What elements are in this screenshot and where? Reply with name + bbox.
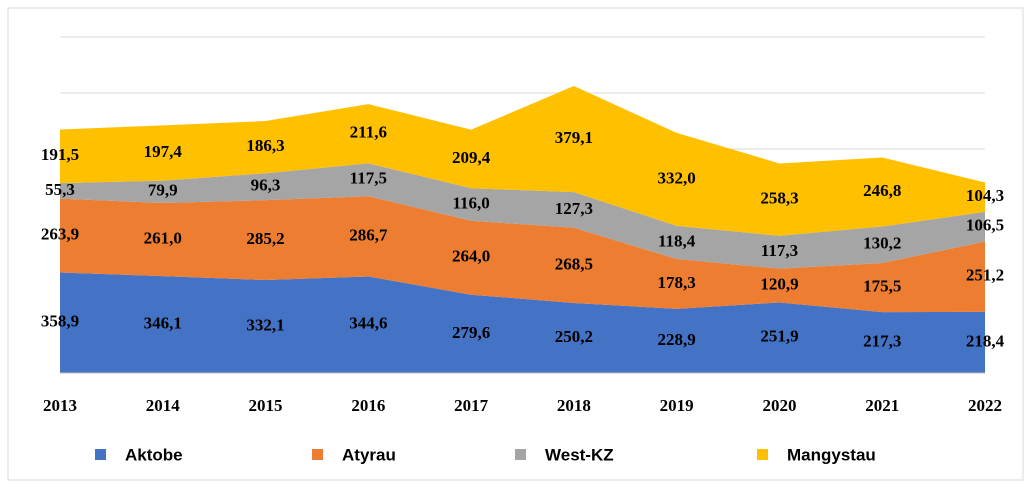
data-label: 120,9 bbox=[760, 274, 798, 293]
data-label: 286,7 bbox=[349, 225, 388, 244]
area bbox=[60, 163, 985, 269]
data-label: 130,2 bbox=[863, 234, 901, 253]
data-label: 268,5 bbox=[555, 254, 593, 273]
legend-swatch bbox=[515, 449, 526, 460]
data-label: 261,0 bbox=[144, 228, 182, 247]
data-label: 118,4 bbox=[658, 231, 696, 250]
data-label: 127,3 bbox=[555, 199, 593, 218]
data-label: 332,0 bbox=[658, 168, 696, 187]
data-label: 211,6 bbox=[350, 123, 387, 142]
data-label: 106,5 bbox=[966, 216, 1004, 235]
data-label: 379,1 bbox=[555, 128, 593, 147]
x-tick-label: 2019 bbox=[660, 396, 694, 415]
x-tick-label: 2021 bbox=[865, 396, 899, 415]
legend-swatch bbox=[312, 449, 323, 460]
data-label: 178,3 bbox=[658, 273, 696, 292]
legend-label: West-KZ bbox=[545, 445, 614, 464]
data-label: 79,9 bbox=[148, 181, 178, 200]
data-label: 344,6 bbox=[349, 314, 387, 333]
data-label: 218,4 bbox=[966, 331, 1005, 350]
data-label: 96,3 bbox=[251, 176, 281, 195]
data-label: 263,9 bbox=[41, 224, 79, 243]
x-tick-label: 2013 bbox=[43, 396, 77, 415]
x-tick-label: 2015 bbox=[249, 396, 283, 415]
data-label: 258,3 bbox=[760, 189, 798, 208]
data-label: 217,3 bbox=[863, 331, 901, 350]
area bbox=[60, 272, 985, 373]
data-label: 264,0 bbox=[452, 247, 490, 266]
x-tick-label: 2014 bbox=[146, 396, 181, 415]
legend-swatch bbox=[95, 449, 106, 460]
data-label: 117,3 bbox=[761, 241, 798, 260]
data-label: 191,5 bbox=[41, 145, 79, 164]
legend-label: Atyrau bbox=[342, 445, 396, 464]
data-label: 285,2 bbox=[246, 229, 284, 248]
legend-swatch bbox=[757, 449, 768, 460]
data-label: 116,0 bbox=[452, 193, 489, 212]
x-tick-label: 2022 bbox=[968, 396, 1002, 415]
x-tick-label: 2020 bbox=[762, 396, 796, 415]
data-label: 175,5 bbox=[863, 276, 901, 295]
data-label: 186,3 bbox=[246, 136, 284, 155]
data-label: 250,2 bbox=[555, 327, 593, 346]
x-tick-label: 2017 bbox=[454, 396, 489, 415]
data-label: 279,6 bbox=[452, 323, 490, 342]
area bbox=[60, 196, 985, 313]
data-label: 251,9 bbox=[760, 327, 798, 346]
x-tick-label: 2018 bbox=[557, 396, 591, 415]
data-label: 55,3 bbox=[45, 180, 75, 199]
legend-label: Mangystau bbox=[787, 445, 876, 464]
data-label: 209,4 bbox=[452, 148, 491, 167]
data-label: 117,5 bbox=[350, 169, 387, 188]
data-label: 228,9 bbox=[658, 330, 696, 349]
data-label: 104,3 bbox=[966, 186, 1004, 205]
data-label: 358,9 bbox=[41, 312, 79, 331]
data-label: 197,4 bbox=[144, 142, 183, 161]
legend-label: Aktobe bbox=[125, 445, 183, 464]
data-label: 346,1 bbox=[144, 313, 182, 332]
data-label: 246,8 bbox=[863, 181, 901, 200]
data-label: 332,1 bbox=[246, 315, 284, 334]
data-label: 251,2 bbox=[966, 266, 1004, 285]
area bbox=[60, 85, 985, 236]
x-tick-label: 2016 bbox=[351, 396, 385, 415]
